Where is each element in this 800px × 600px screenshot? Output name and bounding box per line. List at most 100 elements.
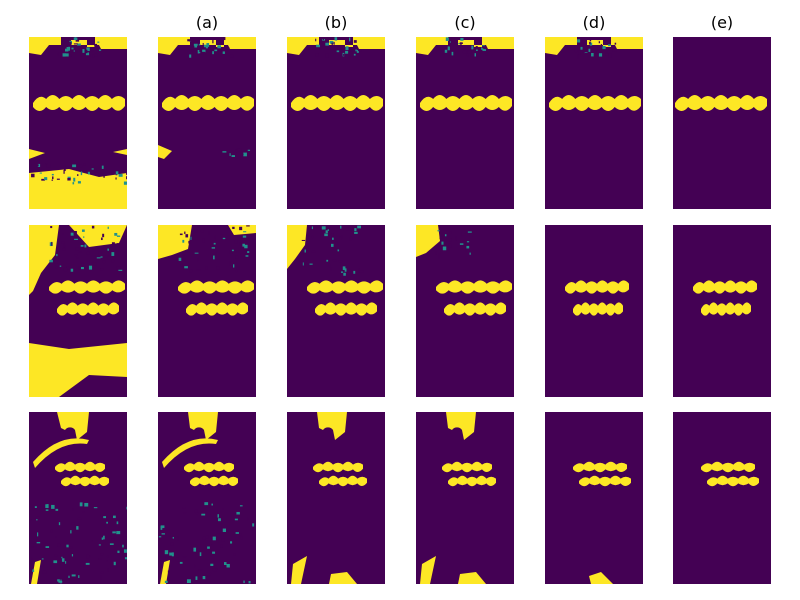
speckle [182,506,186,509]
speckle [210,50,212,52]
speckle [111,172,114,174]
speckle [605,53,609,56]
speckle [222,151,227,153]
speckle [98,544,101,546]
speckle [42,542,47,544]
mask-panel [545,412,643,584]
speckle [202,576,207,580]
speckle [582,49,586,53]
speckle [357,49,362,52]
speckle [123,181,127,185]
speckle [178,257,182,261]
mask-panel [416,37,514,209]
speckle [235,255,239,259]
speckle [224,562,227,566]
speckle [86,554,90,559]
speckle [349,236,353,241]
column-label: (a) [196,13,218,32]
teeth-mask [675,95,767,111]
speckle [91,168,94,170]
speckle [211,503,213,506]
speckle [202,49,206,53]
speckle [89,49,91,53]
speckle [169,552,173,556]
speckle [243,152,247,157]
speckle [453,52,456,55]
speckle [221,538,225,542]
speckle [196,269,201,271]
speckle [64,53,69,57]
speckle [239,242,242,246]
speckle [320,228,324,232]
speckle [356,53,359,55]
speckle [29,521,31,523]
speckle [61,558,65,562]
speckle [205,575,207,580]
speckle [89,54,91,57]
speckle [70,268,74,272]
speckle [475,46,478,48]
speckle [206,43,210,47]
speckle [69,546,73,549]
speckle [91,49,94,52]
mask-region [416,37,514,55]
speckle [86,251,90,255]
speckle [160,526,163,530]
speckle [167,570,170,573]
speckle [325,53,329,58]
speckle [100,256,103,258]
speckle [50,225,53,229]
mask-panel [158,37,256,209]
teeth-mask [49,280,125,294]
speckle [331,233,334,237]
speckle [57,543,61,547]
speckle [84,49,88,54]
speckle [44,177,48,181]
speckle [193,547,197,552]
speckle [311,235,314,239]
mask-region [329,572,357,584]
speckle [449,42,451,47]
speckle [107,248,109,251]
speckle [353,270,356,274]
speckle [63,170,65,174]
mask-region [416,225,440,257]
speckle [36,516,40,520]
speckle [216,533,220,535]
mask-region [589,572,613,584]
speckle [212,551,216,554]
speckle [462,50,467,54]
speckle [221,234,224,236]
panel-bg [287,412,385,584]
speckle [330,243,334,247]
speckle [194,509,198,513]
speckle [49,259,53,263]
panel-content [545,37,643,209]
speckle [213,38,216,40]
speckle [85,52,90,56]
speckle [67,178,71,181]
teeth-mask [436,280,512,294]
speckle [116,581,119,584]
speckle [232,226,235,229]
speckle [242,235,247,238]
speckle [192,49,194,53]
mask-panel [673,412,771,584]
speckle [57,52,59,56]
speckle [101,537,104,540]
teeth-mask [565,280,629,294]
speckle [220,544,223,548]
speckle [342,266,346,270]
speckle [64,48,69,52]
speckle [51,241,53,246]
speckle [124,557,127,560]
speckle [55,263,59,267]
speckle [76,257,79,259]
speckle [231,155,235,158]
speckle [239,505,243,507]
speckle [46,164,51,168]
speckle [612,48,617,52]
speckle [246,225,250,227]
speckle [233,264,235,268]
speckle [218,39,221,41]
